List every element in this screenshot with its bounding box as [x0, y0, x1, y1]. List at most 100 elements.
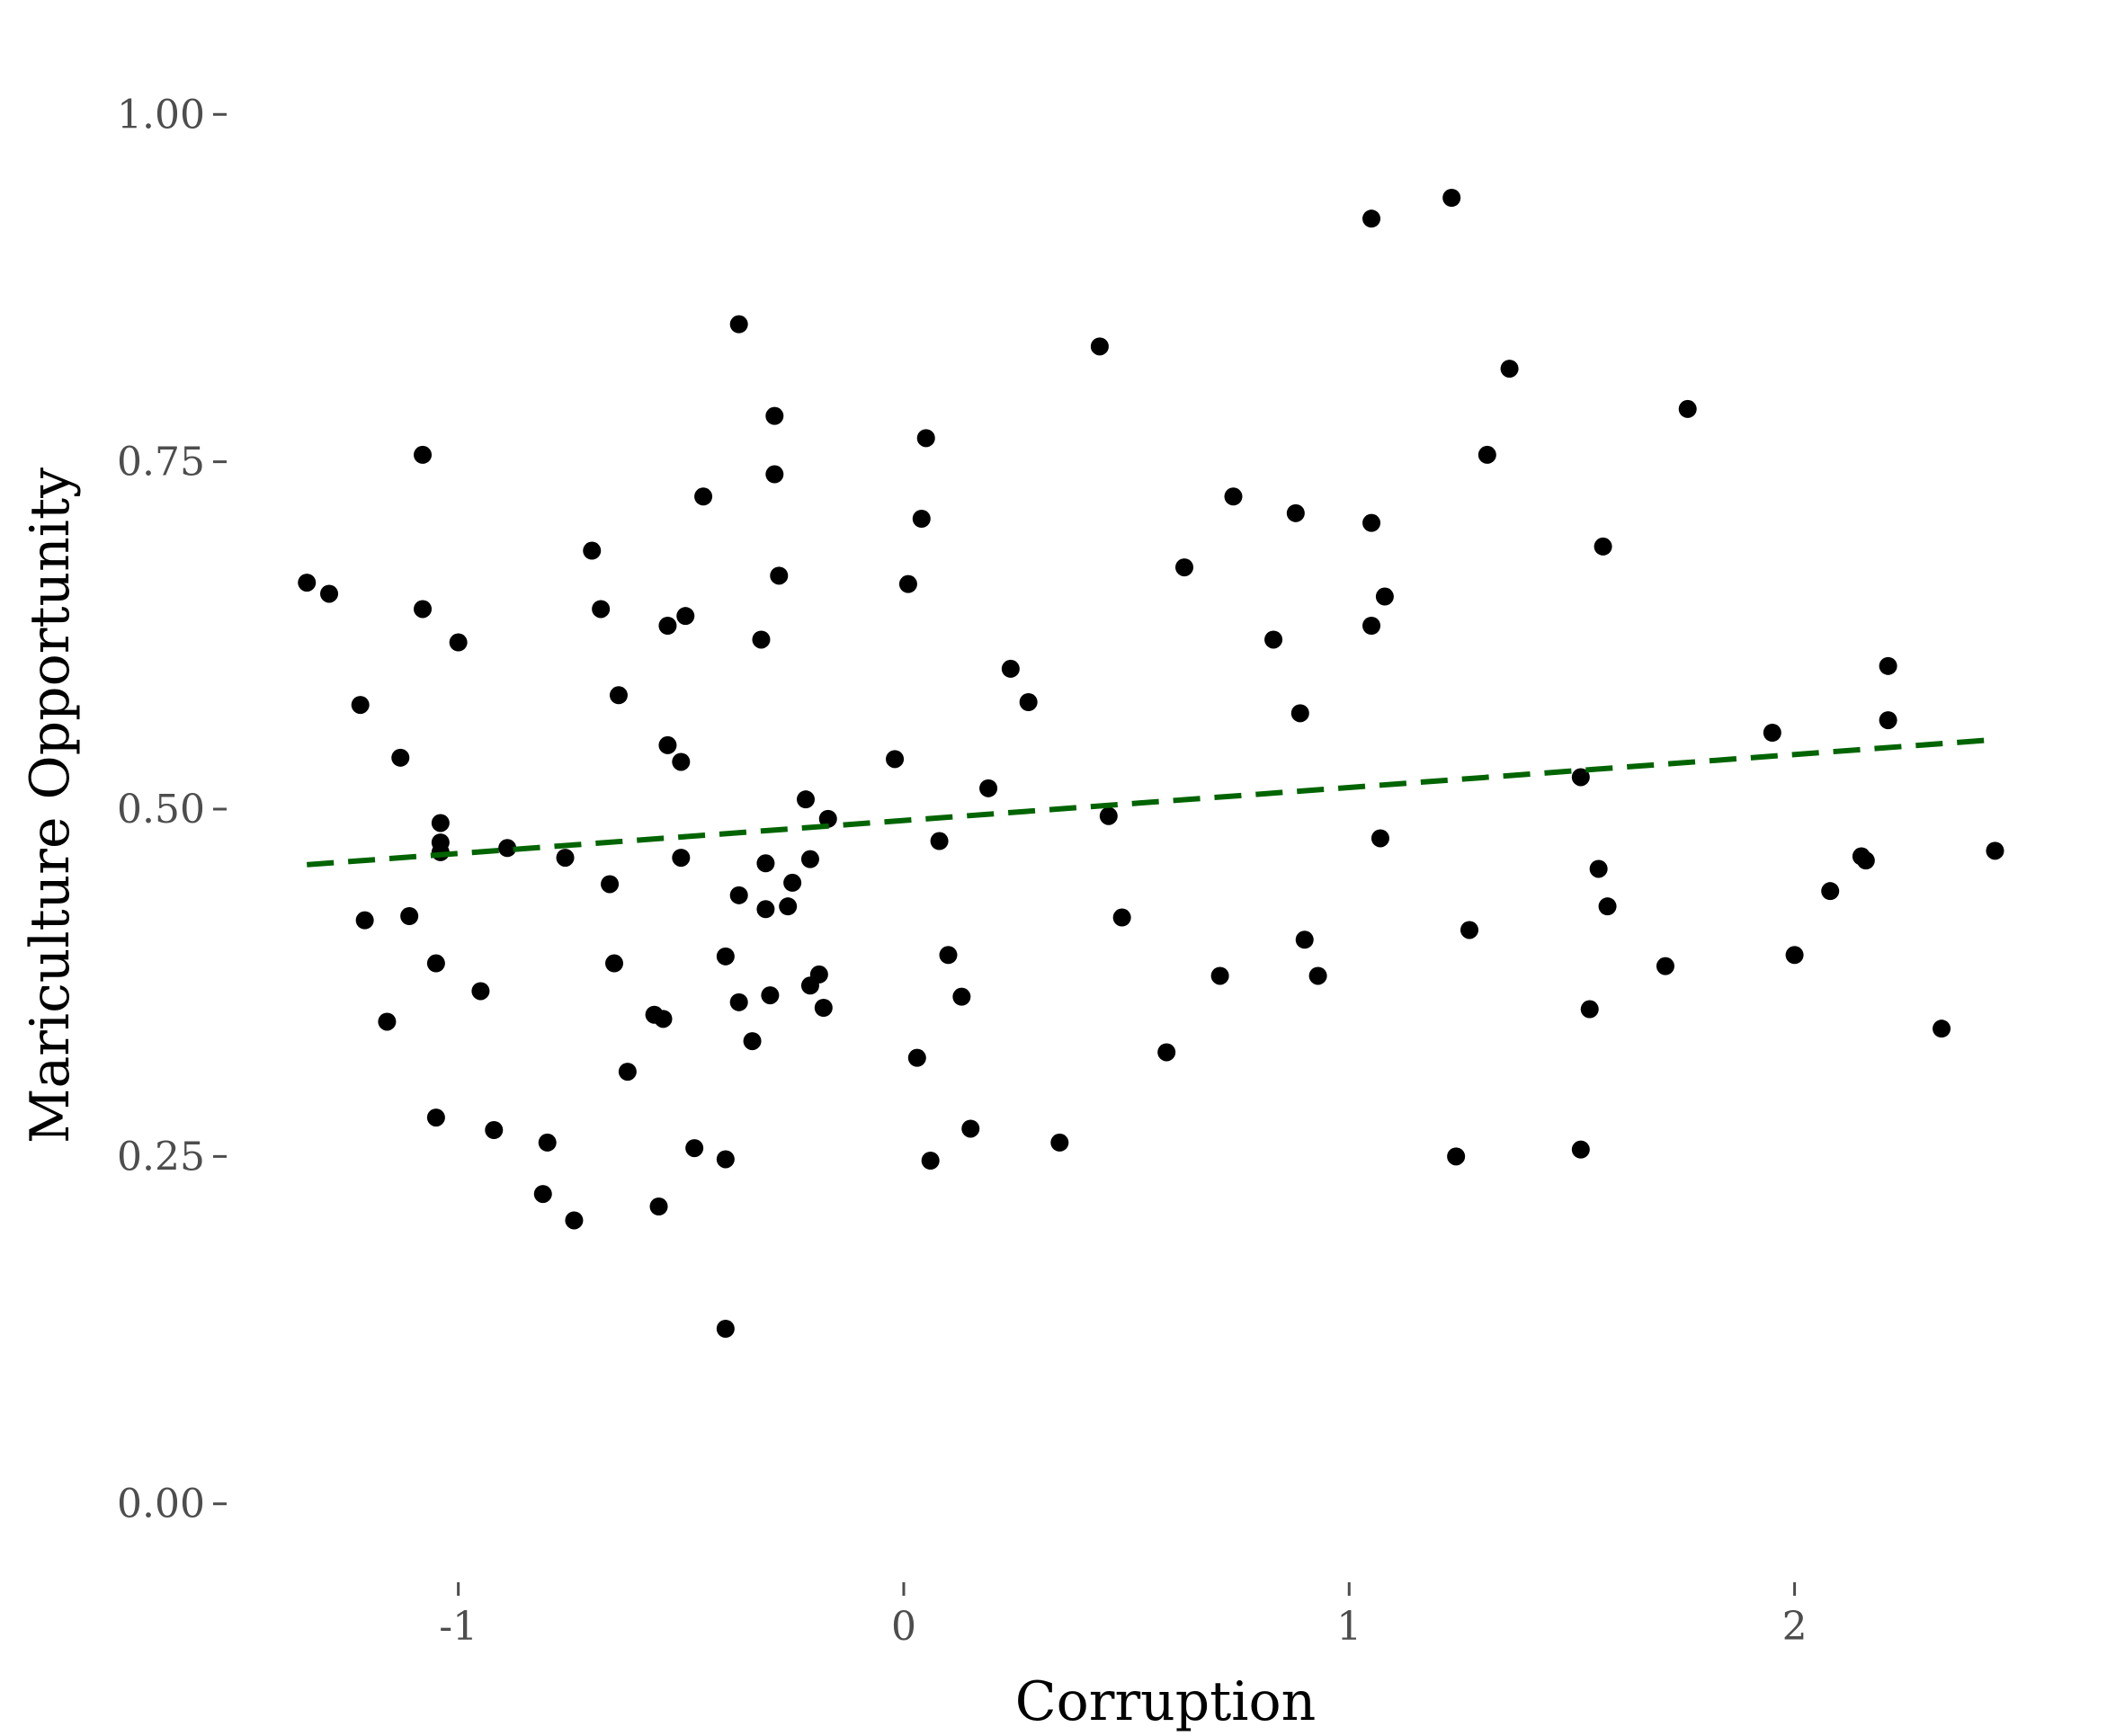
data-point [676, 607, 695, 626]
data-point [685, 1139, 704, 1158]
data-point [1362, 617, 1381, 635]
data-point [796, 790, 815, 809]
data-point [1362, 209, 1381, 228]
data-point [355, 911, 374, 930]
data-point [761, 986, 780, 1005]
data-point [716, 1150, 735, 1169]
data-point [716, 1320, 735, 1338]
data-point [592, 600, 611, 619]
data-point [1500, 360, 1519, 378]
data-point [471, 982, 490, 1001]
data-point [414, 445, 433, 464]
data-point [939, 946, 958, 965]
data-point [1571, 1140, 1590, 1159]
data-point [1460, 921, 1479, 939]
data-point [770, 566, 789, 585]
y-tick-label: 0.75 [117, 440, 205, 485]
data-point [533, 1185, 552, 1204]
data-point [431, 814, 450, 832]
data-point [1571, 768, 1590, 787]
data-point [1478, 445, 1496, 464]
data-point [930, 832, 949, 850]
data-point [1856, 851, 1875, 870]
y-tick-label: 0.50 [117, 787, 205, 832]
data-point [979, 779, 998, 797]
data-point [672, 849, 691, 868]
data-point [1447, 1147, 1466, 1166]
data-point [1986, 841, 2004, 860]
data-point [756, 900, 775, 919]
data-point [921, 1152, 940, 1170]
data-point [618, 1063, 637, 1082]
data-point [1375, 587, 1394, 606]
data-point [426, 1108, 445, 1127]
data-point [1210, 966, 1229, 985]
points-layer [298, 189, 2004, 1338]
y-tick-label: 0.00 [117, 1482, 205, 1527]
data-point [1821, 882, 1840, 901]
data-point [609, 686, 628, 705]
data-point [400, 907, 419, 925]
data-point [898, 574, 917, 593]
data-point [765, 465, 784, 484]
data-point [320, 584, 339, 603]
data-point [809, 965, 828, 984]
data-point [1112, 908, 1131, 927]
data-point [756, 854, 775, 873]
data-point [916, 429, 935, 448]
data-point [426, 954, 445, 973]
data-point [1763, 724, 1781, 742]
data-point [743, 1032, 762, 1051]
x-tick-label: 1 [1336, 1604, 1362, 1650]
data-point [605, 954, 624, 973]
data-point [298, 574, 317, 592]
x-tick-label: 0 [891, 1604, 916, 1650]
data-point [1264, 630, 1283, 649]
data-point [498, 839, 517, 858]
data-point [886, 750, 905, 769]
data-point [556, 849, 575, 868]
data-point [1370, 829, 1389, 848]
data-point [1656, 957, 1674, 975]
y-axis: 0.00 0.25 0.50 0.75 1.00 [117, 92, 227, 1527]
data-point [1594, 537, 1612, 556]
data-point [1785, 946, 1804, 965]
x-axis-title: Corruption [1015, 1670, 1317, 1733]
data-point [716, 947, 735, 966]
x-tick-label: -1 [439, 1604, 478, 1650]
data-point [1090, 337, 1109, 356]
data-point [907, 1048, 926, 1067]
data-point [1019, 693, 1038, 711]
data-point [1580, 1000, 1599, 1019]
data-point [765, 406, 784, 425]
data-point [729, 993, 748, 1011]
y-tick-label: 1.00 [117, 92, 205, 138]
y-tick-label: 0.25 [117, 1134, 205, 1180]
data-point [1290, 704, 1309, 723]
data-point [1879, 711, 1897, 730]
data-point [814, 999, 833, 1017]
data-point [538, 1133, 557, 1152]
data-point [1678, 399, 1697, 418]
x-axis: -1 0 1 2 [439, 1582, 1808, 1650]
data-point [1362, 513, 1381, 532]
data-point [1286, 503, 1305, 522]
data-point [800, 850, 819, 868]
data-point [654, 1010, 673, 1028]
data-point [672, 752, 691, 771]
data-point [818, 809, 837, 828]
data-point [378, 1012, 397, 1031]
data-point [752, 630, 771, 649]
x-tick-label: 2 [1782, 1604, 1808, 1650]
data-point [729, 886, 748, 904]
data-point [783, 873, 802, 892]
data-point [658, 735, 677, 754]
data-point [779, 897, 798, 916]
data-point [1442, 189, 1461, 207]
data-point [1879, 656, 1897, 675]
data-point [1001, 659, 1020, 678]
data-point [961, 1119, 980, 1138]
data-point [694, 487, 713, 506]
data-point [1598, 897, 1617, 916]
